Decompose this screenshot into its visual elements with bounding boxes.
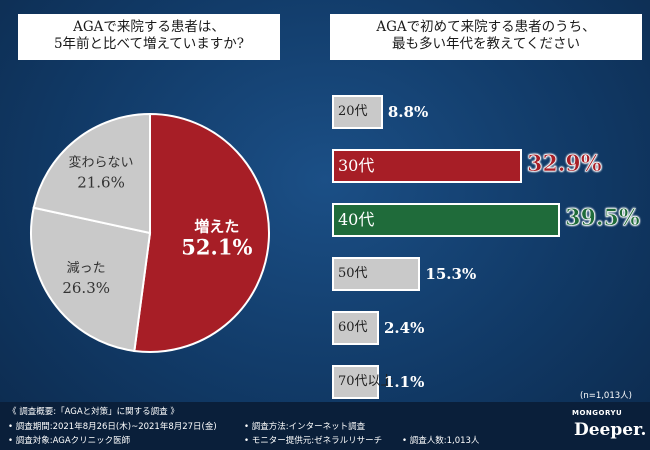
brand-logo: Deeper.	[574, 420, 647, 440]
bar-category-label-2: 40代	[338, 210, 375, 229]
left-title-line2: 5年前と比べて増えていますか?	[53, 36, 245, 52]
bar-3	[332, 257, 421, 291]
bar-category-label-3: 50代	[338, 266, 368, 281]
bar-0	[332, 95, 383, 129]
footer-method: • 調査方法:インターネット調査	[244, 422, 366, 432]
bar-5	[332, 365, 379, 399]
pie-category-label-0: 増えた	[194, 217, 239, 235]
right-chart-title: AGAで初めて来院する患者のうち、 最も多い年代を教えてください	[330, 14, 642, 60]
left-chart-title: AGAで来院する患者は、 5年前と比べて増えていますか?	[18, 14, 280, 60]
bar-category-label-0: 20代	[338, 104, 368, 119]
pie-value-label-0: 52.1%	[181, 234, 252, 259]
survey-footer: 《 調査概要:「AGAと対策」に関する調査 》 • 調査期間:2021年8月26…	[0, 402, 650, 450]
bar-value-label-2: 39.5%	[565, 205, 640, 232]
pie-value-label-1: 26.3%	[62, 279, 110, 297]
pie-slice-2	[32, 112, 151, 235]
bar-category-label-4: 60代	[338, 320, 368, 335]
bar-value-label-5: 1.1%	[384, 373, 425, 391]
sample-size-note: (n=1,013人)	[580, 391, 632, 401]
pie-slice-1	[30, 206, 152, 353]
footer-period: • 調査期間:2021年8月26日(木)~2021年8月27日(金)	[8, 422, 217, 432]
bar-value-label-0: 8.8%	[387, 103, 429, 121]
pie-slice-0	[133, 112, 270, 353]
right-title-line2: 最も多い年代を教えてください	[392, 36, 580, 52]
pie-category-label-1: 減った	[67, 260, 106, 276]
bar-4	[332, 311, 379, 345]
bar-2	[332, 203, 561, 237]
bar-value-label-3: 15.3%	[425, 265, 477, 283]
brand-subtitle: MONGORYU	[572, 409, 623, 417]
footer-target: • 調査対象:AGAクリニック医師	[8, 436, 131, 446]
bar-category-label-1: 30代	[338, 156, 375, 175]
bar-category-label-5: 70代以上	[338, 374, 394, 389]
bar-value-label-1: 32.9%	[527, 151, 602, 178]
right-title-line1: AGAで初めて来院する患者のうち、	[376, 19, 596, 35]
pie-value-label-2: 21.6%	[77, 173, 125, 191]
left-title-line1: AGAで来院する患者は、	[73, 19, 225, 35]
bar-1	[332, 149, 523, 183]
footer-count: • 調査人数:1,013人	[402, 436, 480, 446]
footer-summary: 《 調査概要:「AGAと対策」に関する調査 》	[8, 407, 179, 417]
bar-value-label-4: 2.4%	[384, 319, 425, 337]
pie-category-label-2: 変わらない	[69, 154, 134, 170]
footer-provider: • モニター提供元:ゼネラルリサーチ	[244, 436, 383, 446]
